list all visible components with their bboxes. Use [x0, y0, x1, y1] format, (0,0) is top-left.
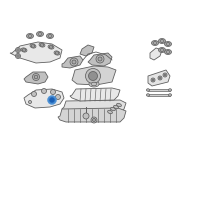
Circle shape: [29, 100, 32, 104]
Circle shape: [32, 73, 40, 80]
Circle shape: [96, 55, 104, 63]
Ellipse shape: [22, 49, 26, 51]
Circle shape: [56, 95, 60, 99]
Circle shape: [151, 78, 155, 82]
Ellipse shape: [31, 45, 35, 47]
Circle shape: [34, 75, 38, 79]
Ellipse shape: [48, 34, 52, 38]
Polygon shape: [72, 66, 116, 85]
Ellipse shape: [152, 40, 158, 46]
Ellipse shape: [111, 107, 115, 111]
Ellipse shape: [38, 32, 42, 36]
Circle shape: [88, 72, 98, 80]
Polygon shape: [80, 45, 94, 56]
Ellipse shape: [21, 48, 27, 52]
Circle shape: [17, 49, 19, 51]
Circle shape: [72, 60, 76, 64]
Circle shape: [164, 74, 166, 76]
Ellipse shape: [108, 110, 112, 114]
Ellipse shape: [158, 47, 166, 52]
Polygon shape: [62, 100, 126, 114]
Ellipse shape: [48, 45, 54, 49]
Circle shape: [16, 47, 21, 52]
Polygon shape: [58, 108, 126, 122]
Circle shape: [91, 117, 97, 123]
Circle shape: [50, 90, 56, 95]
Ellipse shape: [166, 50, 170, 53]
Ellipse shape: [30, 44, 36, 48]
Circle shape: [92, 118, 96, 121]
Circle shape: [83, 113, 89, 119]
Circle shape: [98, 57, 102, 61]
Ellipse shape: [146, 89, 150, 91]
Ellipse shape: [91, 82, 97, 86]
Ellipse shape: [117, 103, 121, 107]
Circle shape: [48, 96, 57, 104]
Bar: [148, 89, 170, 91]
Ellipse shape: [164, 49, 172, 54]
Ellipse shape: [153, 42, 157, 45]
Ellipse shape: [146, 94, 150, 96]
Polygon shape: [88, 53, 112, 66]
Polygon shape: [10, 42, 62, 63]
Ellipse shape: [39, 43, 45, 47]
Circle shape: [32, 92, 36, 97]
Circle shape: [70, 58, 78, 66]
Circle shape: [86, 68, 101, 84]
Polygon shape: [70, 88, 120, 101]
Ellipse shape: [160, 48, 164, 51]
Polygon shape: [24, 89, 64, 108]
Ellipse shape: [46, 33, 54, 38]
Ellipse shape: [28, 34, 32, 38]
Polygon shape: [150, 48, 162, 60]
Ellipse shape: [54, 51, 60, 55]
Circle shape: [50, 98, 54, 102]
Polygon shape: [24, 72, 48, 84]
Bar: [148, 94, 170, 96]
Polygon shape: [148, 70, 170, 86]
Circle shape: [163, 73, 167, 77]
Circle shape: [159, 77, 161, 79]
Ellipse shape: [89, 81, 99, 87]
Ellipse shape: [168, 89, 172, 91]
Circle shape: [152, 79, 154, 81]
Ellipse shape: [160, 40, 164, 43]
Ellipse shape: [49, 46, 53, 48]
Circle shape: [17, 55, 19, 57]
Circle shape: [42, 88, 46, 94]
Ellipse shape: [36, 31, 44, 36]
Ellipse shape: [26, 33, 34, 38]
Ellipse shape: [164, 42, 172, 46]
Polygon shape: [62, 56, 83, 68]
Ellipse shape: [40, 44, 44, 46]
Circle shape: [16, 53, 21, 58]
Ellipse shape: [168, 94, 172, 96]
Ellipse shape: [166, 43, 170, 46]
Ellipse shape: [114, 105, 118, 109]
Circle shape: [158, 76, 162, 80]
Ellipse shape: [55, 52, 59, 54]
Ellipse shape: [158, 38, 166, 44]
